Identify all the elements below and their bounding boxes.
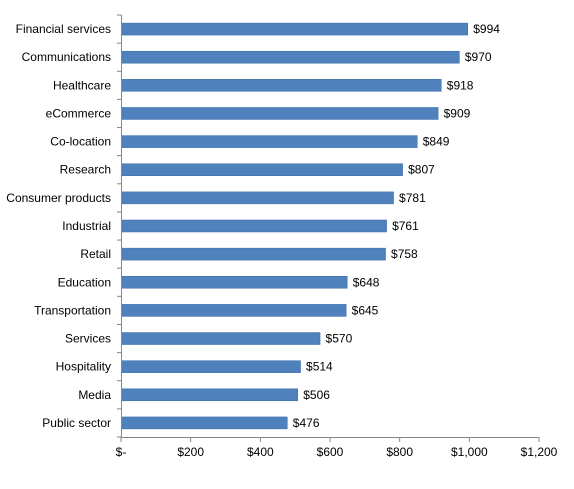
value-labels-layer: $994 $970 $918 $909 $849 $807 $781 $761 $758 $648… — [293, 22, 500, 430]
bar — [121, 304, 347, 317]
category-label: Transportation — [34, 303, 111, 317]
data-label: $918 — [447, 78, 474, 92]
data-label: $648 — [353, 275, 380, 289]
category-labels-layer: Financial services Communications Healthca… — [6, 22, 111, 430]
bar — [121, 22, 468, 36]
bar — [121, 135, 418, 148]
bar — [121, 360, 301, 373]
data-label: $514 — [306, 360, 333, 374]
x-tick-label: $600 — [317, 445, 344, 459]
data-label: $645 — [352, 303, 379, 317]
bar — [121, 276, 348, 289]
category-label: Public sector — [42, 416, 111, 430]
bar — [121, 219, 387, 233]
data-label: $994 — [473, 22, 500, 36]
x-tick-label: $1,200 — [521, 445, 558, 459]
bar — [121, 163, 403, 176]
bar — [121, 388, 299, 402]
bar — [121, 79, 442, 92]
x-tick-label: $1,000 — [451, 445, 488, 459]
category-label: Communications — [22, 50, 111, 64]
x-tick-label: $200 — [177, 445, 204, 459]
data-label: $506 — [303, 388, 330, 402]
bar — [121, 107, 439, 120]
category-label: Hospitality — [56, 360, 111, 374]
category-label: Media — [78, 388, 111, 402]
bar — [121, 191, 394, 205]
category-label: Education — [58, 275, 111, 289]
data-label: $807 — [408, 163, 435, 177]
data-label: $761 — [392, 219, 419, 233]
data-label: $970 — [465, 50, 492, 64]
category-label: eCommerce — [46, 106, 112, 120]
bar — [121, 332, 321, 345]
category-label: Research — [60, 163, 111, 177]
category-label: Consumer products — [6, 191, 111, 205]
axis-layer: $- $200 $400 $600 $800 $1,000 $1,200 — [116, 14, 558, 459]
x-tick-label: $- — [116, 445, 127, 459]
data-label: $570 — [326, 332, 353, 346]
data-label: $849 — [423, 135, 450, 149]
bar — [121, 247, 386, 261]
category-label: Services — [65, 332, 111, 346]
category-label: Healthcare — [53, 78, 111, 92]
category-label: Retail — [80, 247, 111, 261]
x-tick-label: $400 — [247, 445, 274, 459]
category-label: Co-location — [50, 135, 111, 149]
category-label: Industrial — [62, 219, 111, 233]
category-label: Financial services — [16, 22, 111, 36]
x-tick-label: $800 — [386, 445, 413, 459]
bar — [121, 50, 460, 64]
data-label: $909 — [444, 106, 471, 120]
data-label: $781 — [399, 191, 426, 205]
bar — [121, 416, 288, 430]
data-label: $758 — [391, 247, 418, 261]
data-label: $476 — [293, 416, 320, 430]
